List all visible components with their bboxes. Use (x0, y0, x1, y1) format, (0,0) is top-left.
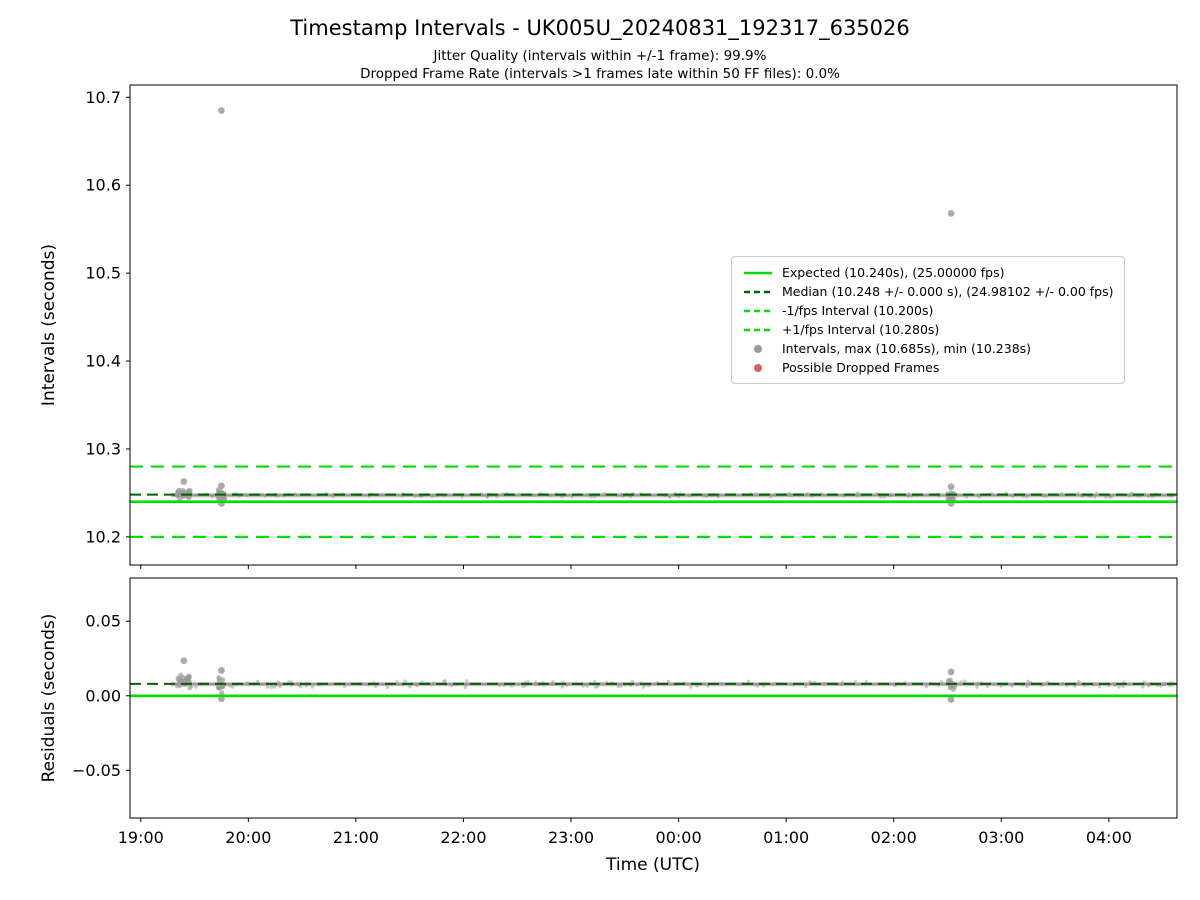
interval-point (187, 487, 193, 494)
interval-point (947, 677, 953, 683)
interval-outlier-point (947, 696, 955, 703)
x-tick-label: 19:00 (118, 828, 164, 847)
interval-point (945, 494, 951, 501)
chart-subtitle-jitter: Jitter Quality (intervals within +/-1 fr… (433, 48, 767, 64)
axes-frame (129, 84, 1178, 566)
interval-point (178, 672, 184, 678)
legend: Expected (10.240s), (25.00000 fps) Median… (731, 256, 1126, 384)
y-tick-label: 10.2 (85, 527, 121, 546)
interval-point (221, 494, 227, 501)
interval-point (216, 488, 222, 494)
y-tick-label: 0.05 (85, 612, 121, 631)
interval-outlier-point (180, 478, 188, 485)
x-tick-label: 04:00 (1086, 828, 1132, 847)
legend-line-marker-icon (744, 271, 772, 274)
legend-entry: Median (10.248 +/- 0.000 s), (24.98102 +… (743, 284, 1113, 299)
y-tick-label: 10.6 (85, 176, 121, 195)
interval-point (949, 495, 956, 501)
interval-outlier-point (947, 668, 955, 676)
y-tick-label: 10.5 (85, 264, 121, 283)
interval-outlier-point (947, 209, 955, 217)
x-tick-label: 00:00 (656, 828, 702, 847)
intervals-plot: 10.2 10.3 10.4 10.5 10.6 10.7 (85, 84, 1178, 569)
interval-point (187, 684, 193, 691)
y-axis-label-intervals: Intervals (seconds) (39, 243, 59, 407)
legend-label: Median (10.248 +/- 0.000 s), (24.98102 +… (782, 284, 1114, 299)
legend-entry: Possible Dropped Frames (743, 360, 1113, 375)
interval-point (186, 678, 192, 684)
chart-subtitle-dropped: Dropped Frame Rate (intervals >1 frames … (360, 66, 840, 82)
interval-point (950, 686, 956, 692)
interval-point (215, 684, 221, 690)
x-tick-label: 02:00 (871, 828, 917, 847)
legend-label: +1/fps Interval (10.280s) (782, 322, 940, 337)
interval-point (176, 487, 182, 493)
axes-frame (129, 577, 1178, 819)
legend-label: Intervals, max (10.685s), min (10.238s) (782, 341, 1032, 356)
residuals-plot: −0.05 0.00 0.05 19:00 20:00 21:00 22:00 23:00 00… (72, 577, 1178, 847)
y-axis-label-residuals: Residuals (seconds) (39, 613, 59, 783)
chart-title: Timestamp Intervals - UK005U_20240831_19… (290, 16, 910, 40)
legend-label: Expected (10.240s), (25.00000 fps) (782, 265, 1005, 280)
legend-dot-marker-icon (754, 363, 762, 372)
legend-entry: -1/fps Interval (10.200s) (743, 303, 1113, 318)
y-tick-label: 10.7 (85, 88, 121, 107)
x-tick-label: 23:00 (548, 828, 594, 847)
x-axis-label: Time (UTC) (606, 855, 700, 875)
interval-outlier-point (947, 483, 955, 491)
interval-point (216, 675, 222, 681)
x-tick-label: 03:00 (978, 828, 1024, 847)
legend-line-marker-icon (744, 309, 772, 312)
interval-point (186, 494, 192, 501)
legend-line-marker-icon (744, 290, 772, 293)
legend-entry: Intervals, max (10.685s), min (10.238s) (743, 341, 1113, 356)
x-tick-label: 20:00 (225, 828, 271, 847)
y-tick-label: −0.05 (72, 761, 121, 780)
y-tick-label: 10.3 (85, 439, 121, 458)
legend-entry: Expected (10.240s), (25.00000 fps) (743, 265, 1113, 280)
x-tick-label: 01:00 (763, 828, 809, 847)
legend-label: -1/fps Interval (10.200s) (782, 303, 934, 318)
interval-outlier-point (218, 667, 225, 674)
legend-label: Possible Dropped Frames (782, 360, 940, 375)
y-tick-label: 0.00 (85, 686, 121, 705)
interval-outlier-point (218, 482, 225, 490)
interval-outlier-point (218, 107, 225, 114)
x-tick-label: 22:00 (440, 828, 486, 847)
legend-dot-marker-icon (754, 344, 762, 353)
x-tick-label: 21:00 (333, 828, 379, 847)
interval-point (186, 673, 192, 679)
y-tick-label: 10.4 (85, 352, 121, 371)
interval-point (219, 690, 225, 696)
legend-entry: +1/fps Interval (10.280s) (743, 322, 1113, 337)
interval-outlier-point (180, 657, 188, 665)
legend-line-marker-icon (744, 328, 772, 331)
